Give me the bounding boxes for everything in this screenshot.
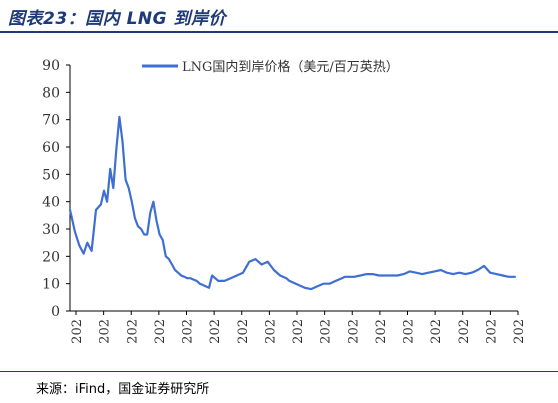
x-tick-label: 202: [374, 319, 389, 344]
x-tick-label: 202: [319, 319, 334, 344]
x-tick-label: 202: [291, 319, 306, 344]
title-rule: [0, 31, 558, 33]
x-tick-label: 202: [263, 319, 278, 344]
x-tick-label: 202: [429, 319, 444, 344]
x-tick-label: 202: [153, 319, 168, 344]
y-tick-label: 10: [42, 277, 60, 293]
series-group: [68, 115, 517, 291]
y-tick-label: 20: [42, 249, 60, 265]
x-tick-label: 202: [484, 319, 499, 344]
x-tick-label: 202: [236, 319, 251, 344]
y-tick-label: 40: [42, 195, 60, 211]
x-tick-label: 202: [181, 319, 196, 344]
y-tick-label: 0: [51, 304, 60, 320]
x-tick-label: 202: [512, 319, 527, 344]
x-tick-label: 202: [98, 319, 113, 344]
y-tick-label: 60: [42, 140, 60, 156]
figure-title: 图表23：国内 LNG 到岸价: [8, 9, 227, 29]
y-tick-label: 30: [42, 222, 60, 238]
x-tick-label: 202: [457, 319, 472, 344]
series-line: [68, 115, 517, 291]
chart-axes: [69, 65, 518, 312]
source-note: 来源：iFind，国金证券研究所: [36, 382, 210, 397]
y-tick-label: 70: [42, 113, 60, 129]
x-tick-label: 202: [208, 319, 223, 344]
x-axis-ticks: 202 202 202 202 202 202 202 202 202 202 202 202 202 2…: [70, 311, 527, 344]
y-tick-label: 50: [42, 167, 60, 183]
bottom-rule: [0, 371, 558, 372]
x-tick-label: 202: [346, 319, 361, 344]
legend-label: LNG国内到岸价格（美元/百万英热）: [182, 59, 399, 75]
x-tick-label: 202: [70, 319, 85, 344]
y-axis-ticks: 0 10 20 30 40 50 60 70 80 90: [42, 58, 70, 320]
x-tick-label: 202: [125, 319, 140, 344]
legend: LNG国内到岸价格（美元/百万英热）: [142, 59, 399, 75]
x-tick-label: 202: [402, 319, 417, 344]
y-tick-label: 90: [42, 58, 60, 74]
y-tick-label: 80: [42, 85, 60, 101]
